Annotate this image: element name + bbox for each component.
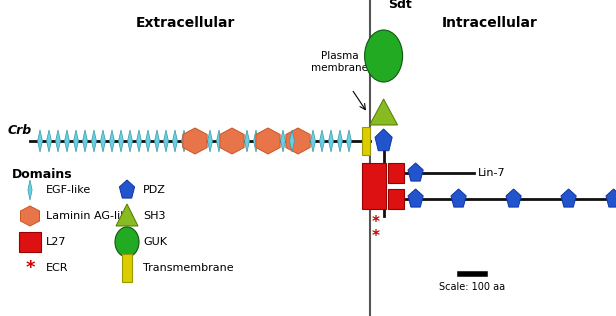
Text: Crb: Crb [8, 125, 32, 137]
Text: Scale: 100 aa: Scale: 100 aa [439, 282, 505, 292]
Polygon shape [100, 130, 105, 152]
Polygon shape [254, 130, 259, 152]
Polygon shape [451, 189, 466, 207]
Polygon shape [92, 130, 97, 152]
Polygon shape [172, 130, 177, 152]
Polygon shape [155, 130, 160, 152]
Polygon shape [65, 130, 70, 152]
Polygon shape [220, 128, 244, 154]
Text: Extracellular: Extracellular [136, 16, 235, 30]
Text: Plasma
membrane: Plasma membrane [311, 52, 368, 73]
Polygon shape [183, 128, 207, 154]
Text: Laminin AG-like: Laminin AG-like [46, 211, 133, 221]
Text: L27: L27 [46, 237, 67, 247]
Polygon shape [408, 163, 423, 181]
Ellipse shape [365, 30, 403, 82]
Polygon shape [245, 130, 249, 152]
Polygon shape [338, 130, 342, 152]
Text: Domains: Domains [12, 168, 73, 181]
Polygon shape [310, 130, 315, 152]
Polygon shape [128, 130, 132, 152]
Polygon shape [408, 189, 423, 207]
Bar [122, 254, 132, 282]
Bar [362, 127, 370, 155]
Text: PDZ: PDZ [143, 185, 166, 195]
Polygon shape [506, 189, 521, 207]
Polygon shape [47, 130, 52, 152]
Polygon shape [290, 130, 294, 152]
Polygon shape [561, 189, 576, 207]
Bar [362, 163, 386, 209]
Polygon shape [320, 130, 325, 152]
Text: *: * [25, 259, 34, 277]
Polygon shape [164, 130, 168, 152]
Polygon shape [55, 130, 60, 152]
Bar [387, 163, 403, 183]
Polygon shape [375, 129, 392, 151]
Polygon shape [606, 189, 616, 207]
Polygon shape [208, 130, 213, 152]
Polygon shape [328, 130, 333, 152]
Text: *: * [371, 229, 379, 245]
Text: Lin-7: Lin-7 [477, 168, 505, 178]
Polygon shape [83, 130, 87, 152]
Bar [19, 232, 41, 252]
Text: SH3: SH3 [143, 211, 166, 221]
Polygon shape [28, 180, 32, 200]
Ellipse shape [115, 227, 139, 257]
Polygon shape [256, 128, 280, 154]
Text: Sdt: Sdt [389, 0, 412, 11]
Bar [387, 189, 403, 209]
Polygon shape [110, 130, 115, 152]
Polygon shape [20, 206, 39, 226]
Polygon shape [347, 130, 352, 152]
Polygon shape [217, 130, 221, 152]
Polygon shape [116, 204, 138, 226]
Polygon shape [280, 130, 285, 152]
Polygon shape [38, 130, 43, 152]
Polygon shape [73, 130, 78, 152]
Text: GUK: GUK [143, 237, 167, 247]
Polygon shape [145, 130, 150, 152]
Text: Intracellular: Intracellular [442, 16, 538, 30]
Text: *: * [371, 216, 379, 230]
Polygon shape [182, 130, 187, 152]
Text: ECR: ECR [46, 263, 68, 273]
Polygon shape [120, 180, 135, 198]
Polygon shape [286, 128, 310, 154]
Polygon shape [137, 130, 142, 152]
Text: EGF-like: EGF-like [46, 185, 91, 195]
Polygon shape [370, 99, 397, 125]
Polygon shape [118, 130, 123, 152]
Text: Transmembrane: Transmembrane [143, 263, 233, 273]
